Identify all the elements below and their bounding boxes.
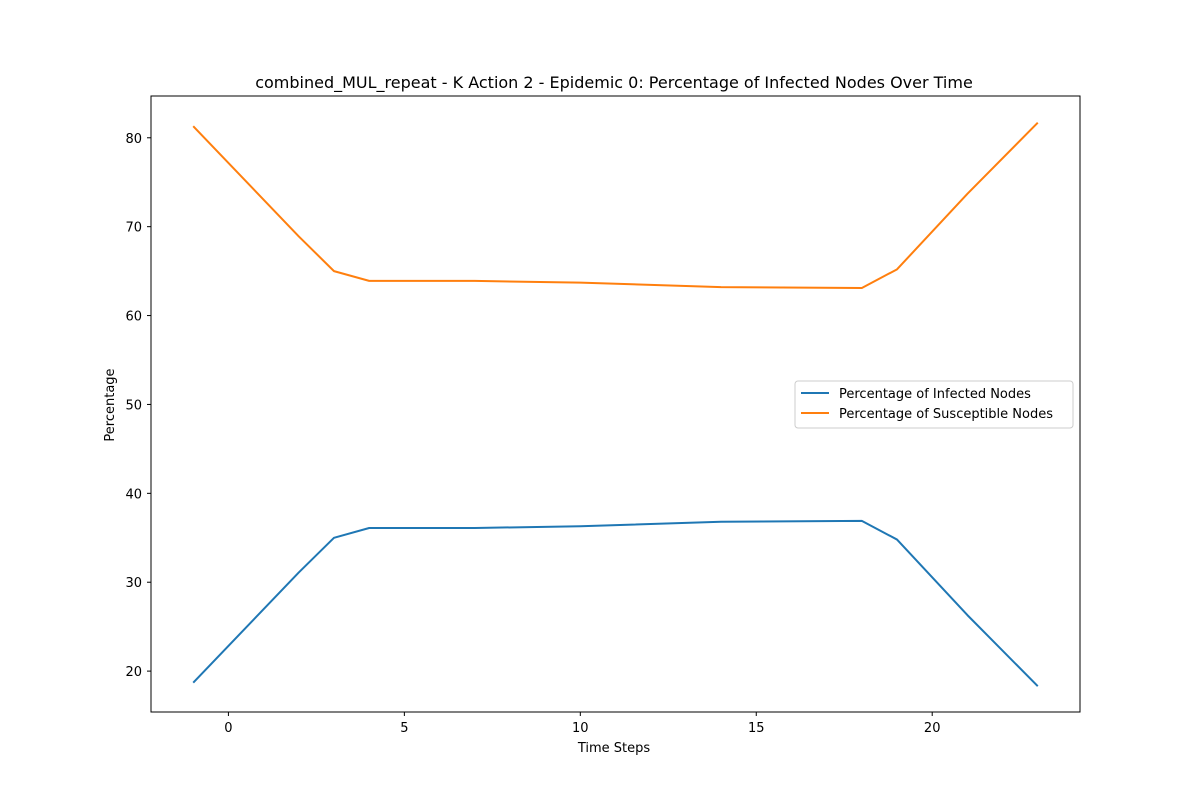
x-tick-label: 5 xyxy=(400,721,408,736)
x-tick-label: 15 xyxy=(748,721,765,736)
legend: Percentage of Infected Nodes Percentage o… xyxy=(794,380,1074,429)
chart-title: combined_MUL_repeat - K Action 2 - Epide… xyxy=(255,73,973,93)
y-tick-label: 20 xyxy=(125,665,142,680)
y-tick-label: 30 xyxy=(125,576,142,591)
y-tick-label: 80 xyxy=(125,132,142,147)
series-line-infected xyxy=(192,519,1039,687)
series-line-susceptible xyxy=(192,121,1039,289)
legend-entry-label: Percentage of Infected Nodes xyxy=(839,387,1031,402)
y-tick-label: 40 xyxy=(125,487,142,502)
y-tick-label: 50 xyxy=(125,398,142,413)
y-axis-label: Percentage xyxy=(103,368,118,441)
plot-area xyxy=(192,121,1039,687)
legend-entry-label: Percentage of Susceptible Nodes xyxy=(839,407,1053,422)
x-tick-label: 0 xyxy=(224,721,232,736)
y-tick-label: 70 xyxy=(125,221,142,236)
y-tick-label: 60 xyxy=(125,310,142,325)
axes: 0 5 10 15 20 20 30 40 50 60 70 80 xyxy=(125,95,1081,736)
x-tick-label: 10 xyxy=(572,721,589,736)
x-axis-label: Time Steps xyxy=(577,741,651,756)
x-tick-label: 20 xyxy=(924,721,941,736)
legend-box xyxy=(794,380,1074,429)
